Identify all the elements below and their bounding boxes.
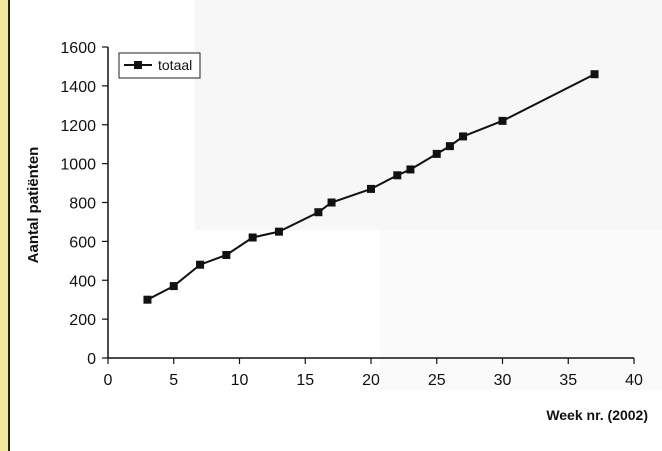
data-point-totaal-7 bbox=[327, 198, 336, 207]
series-line-totaal bbox=[146, 73, 596, 301]
y-tick-label-1000: 1000 bbox=[60, 157, 96, 174]
y-tick-label-200: 200 bbox=[69, 312, 96, 329]
x-tick-label-25: 25 bbox=[428, 372, 446, 389]
data-point-totaal-9 bbox=[393, 171, 402, 180]
y-axis-label: Aantal patiënten bbox=[25, 147, 42, 264]
data-point-totaal-6 bbox=[314, 208, 323, 217]
data-point-totaal-13 bbox=[459, 132, 468, 141]
data-point-totaal-3 bbox=[222, 250, 231, 259]
series-group bbox=[143, 70, 599, 304]
y-tick-label-0: 0 bbox=[87, 351, 96, 368]
x-tick-label-10: 10 bbox=[231, 372, 249, 389]
data-point-totaal-0 bbox=[143, 295, 152, 304]
y-tick-label-1200: 1200 bbox=[60, 118, 96, 135]
data-point-totaal-8 bbox=[367, 184, 375, 193]
y-tick-label-1400: 1400 bbox=[60, 79, 96, 96]
data-point-totaal-2 bbox=[196, 260, 205, 269]
data-point-totaal-1 bbox=[169, 282, 178, 291]
data-point-totaal-10 bbox=[406, 165, 415, 174]
x-tick-label-30: 30 bbox=[494, 372, 512, 389]
data-point-totaal-11 bbox=[432, 149, 441, 158]
legend: totaal bbox=[118, 52, 201, 79]
y-tick-label-400: 400 bbox=[69, 273, 96, 290]
y-tick-label-600: 600 bbox=[69, 234, 96, 251]
x-tick-label-15: 15 bbox=[296, 372, 314, 389]
data-point-totaal-5 bbox=[274, 227, 283, 236]
background-text-bleed-lower bbox=[380, 230, 662, 390]
data-point-totaal-12 bbox=[445, 142, 454, 151]
tick-marks bbox=[102, 46, 635, 364]
x-tick-label-40: 40 bbox=[625, 372, 643, 389]
y-tick-label-800: 800 bbox=[69, 196, 96, 213]
data-point-totaal-4 bbox=[248, 233, 257, 242]
x-tick-label-20: 20 bbox=[362, 372, 380, 389]
legend-label-totaal: totaal bbox=[158, 57, 192, 73]
x-tick-label-5: 5 bbox=[169, 372, 178, 389]
legend-marker bbox=[134, 61, 142, 69]
y-tick-label-1600: 1600 bbox=[60, 40, 96, 57]
background-text-bleed bbox=[195, 0, 662, 230]
x-axis-label: Week nr. (2002) bbox=[546, 407, 648, 423]
x-tick-label-35: 35 bbox=[559, 372, 577, 389]
x-tick-label-0: 0 bbox=[104, 372, 113, 389]
data-point-totaal-14 bbox=[498, 116, 507, 125]
tick-labels: 0 5 10 15 20 25 30 35 40020040060080010001200140… bbox=[60, 40, 643, 389]
data-point-totaal-15 bbox=[590, 70, 599, 79]
